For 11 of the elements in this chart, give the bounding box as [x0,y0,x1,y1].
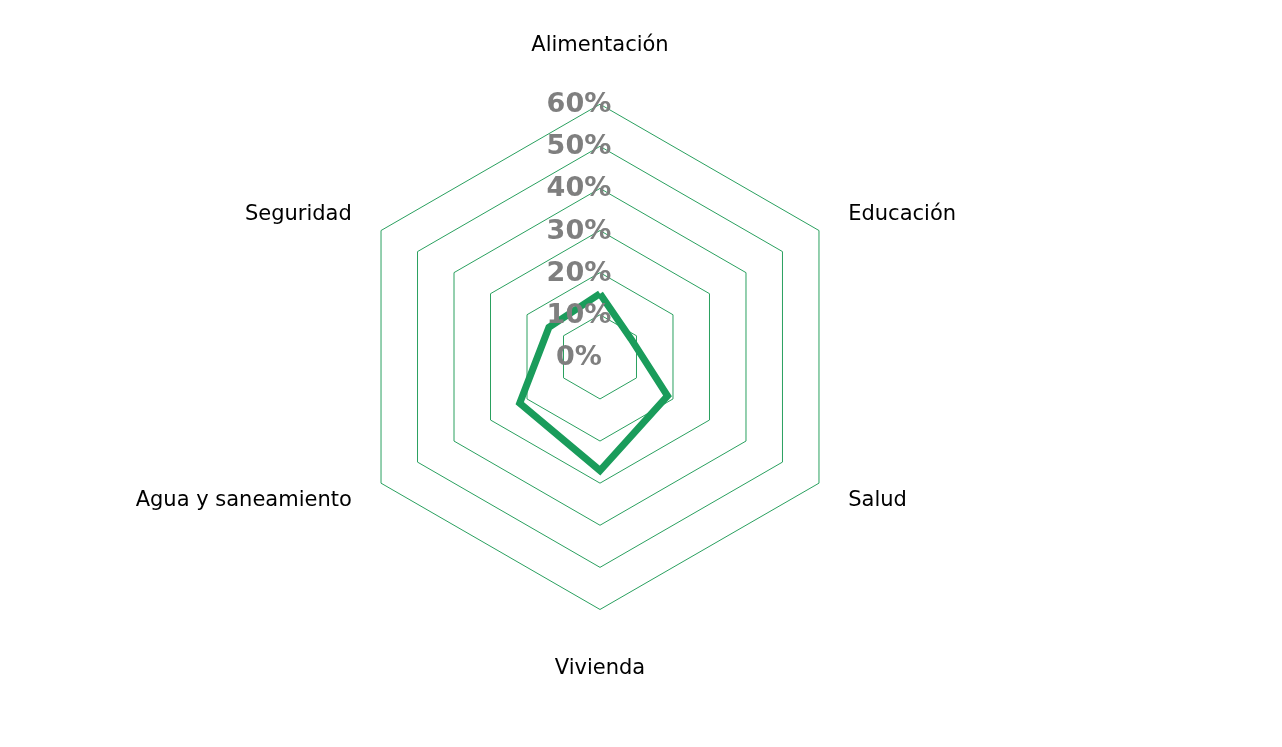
y-tick-label: 50% [546,129,612,161]
spoke-label: Salud [848,487,907,511]
y-tick-label: 60% [546,87,612,119]
spoke-label: Agua y saneamiento [135,487,352,511]
y-tick-label: 30% [546,213,612,245]
y-tick-label: 40% [546,171,612,203]
spoke-label: Vivienda [554,655,646,680]
spoke-label: Alimentación [531,32,669,57]
spoke-label: Educación [848,200,957,225]
y-tick-label: 20% [546,255,612,287]
spoke-label: Seguridad [244,200,352,225]
